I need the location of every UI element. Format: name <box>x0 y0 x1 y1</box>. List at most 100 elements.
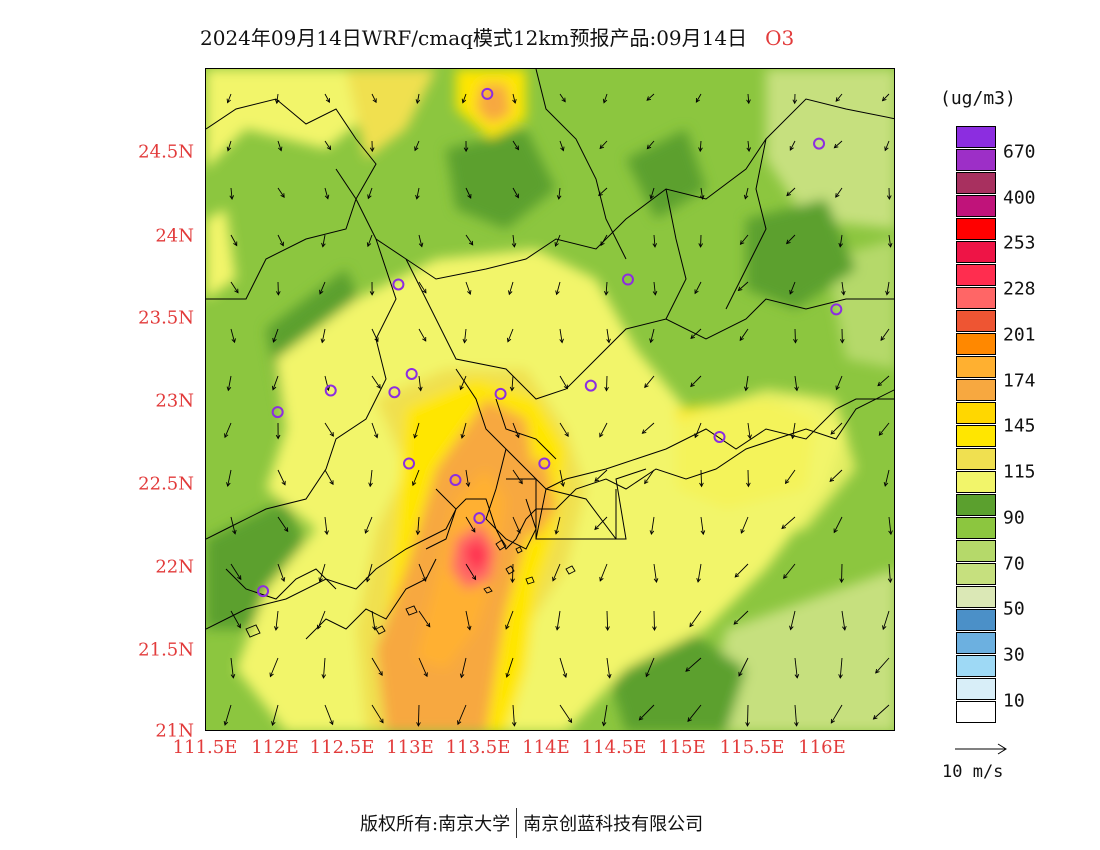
station-marker <box>494 387 507 400</box>
station-marker <box>481 87 494 100</box>
wind-arrow <box>733 610 749 625</box>
wind-arrow-head <box>320 338 326 344</box>
wind-arrow-head <box>694 289 699 295</box>
legend-tick: 400 <box>1003 187 1036 209</box>
wind-arrow <box>461 422 467 439</box>
wind-arrow-head <box>231 338 236 344</box>
wind-arrow <box>230 281 239 294</box>
wind-arrow-head <box>277 146 283 152</box>
wind-arrow <box>689 610 702 627</box>
lat-tick: 22.5N <box>138 473 194 495</box>
lat-tick: 22N <box>155 556 194 578</box>
wind-arrow-head <box>649 530 655 536</box>
wind-arrow <box>642 422 655 434</box>
wind-arrow <box>465 234 474 246</box>
wind-arrow <box>785 469 796 484</box>
wind-arrow-head <box>316 624 322 630</box>
wind-arrow <box>321 328 326 343</box>
wind-arrow-head <box>653 578 659 583</box>
wind-arrow-head <box>602 98 608 104</box>
wind-arrow-head <box>514 145 519 151</box>
wind-arrow <box>644 469 655 484</box>
wind-arrow-head <box>829 477 835 482</box>
wind-arrow-head <box>649 194 654 200</box>
wind-arrow <box>653 563 657 583</box>
wind-arrow-head <box>699 195 705 200</box>
wind-arrow-head <box>695 98 701 103</box>
wind-arrow <box>317 610 326 629</box>
wind-arrow-head <box>467 290 472 295</box>
wind-arrow-head <box>512 99 517 104</box>
station-marker <box>449 474 462 487</box>
wind-arrow-head <box>508 290 513 296</box>
wind-arrow <box>465 281 471 295</box>
wind-arrow-head <box>426 622 431 628</box>
wind-arrow-head <box>594 525 599 531</box>
wind-arrow <box>603 93 608 103</box>
wind-arrow <box>690 328 702 339</box>
wind-arrow <box>794 657 798 678</box>
legend-color-cell <box>956 310 996 332</box>
lat-tick: 21N <box>155 720 194 742</box>
wind-arrow <box>371 422 378 438</box>
wind-arrow <box>319 563 326 582</box>
wind-arrow-head <box>644 479 649 485</box>
legend-color-cell <box>956 241 996 263</box>
wind-arrow <box>507 328 514 342</box>
wind-arrow-head <box>379 718 384 724</box>
wind-arrow <box>739 328 749 341</box>
wind-arrow-head <box>415 530 421 536</box>
wind-arrow <box>465 563 476 580</box>
legend-color-cell <box>956 402 996 424</box>
wind-arrow-head <box>422 336 427 342</box>
wind-arrow <box>606 610 609 631</box>
wind-arrow <box>653 234 656 247</box>
wind-arrow <box>277 469 286 486</box>
legend-color-cell <box>956 540 996 562</box>
wind-arrow <box>230 234 238 246</box>
wind-arrow <box>230 328 236 343</box>
wind-arrow-head <box>318 577 323 583</box>
wind-arrow <box>364 516 373 534</box>
wind-arrow <box>418 234 423 247</box>
lon-tick: 112E <box>251 737 299 758</box>
wind-arrow-head <box>745 722 750 727</box>
lon-tick: 114E <box>522 737 570 758</box>
legend-color-cell <box>956 126 996 148</box>
wind-arrow-head <box>606 338 611 344</box>
wind-arrow-head <box>365 577 371 583</box>
wind-arrow <box>418 281 427 294</box>
legend-color-cell <box>956 379 996 401</box>
wind-arrow-head <box>236 623 241 629</box>
wind-arrow-head <box>644 383 649 389</box>
wind-arrow <box>371 328 379 342</box>
wind-arrow <box>227 375 232 391</box>
wind-arrow-head <box>555 290 560 296</box>
wind-arrow <box>511 375 514 391</box>
wind-arrow <box>599 563 608 582</box>
wind-arrow-head <box>737 286 743 292</box>
wind-arrow-head <box>560 482 565 487</box>
wind-arrow-head <box>471 527 476 533</box>
wind-arrow-head <box>734 573 740 578</box>
wind-arrow <box>418 657 428 677</box>
wind-arrow <box>599 140 608 149</box>
legend-tick: 145 <box>1003 415 1036 437</box>
wind-arrow-head <box>652 626 657 632</box>
wind-arrow <box>830 422 843 435</box>
wind-arrow-head <box>271 721 276 727</box>
wind-arrow <box>882 610 890 630</box>
wind-arrow <box>646 93 655 101</box>
wind-arrow <box>512 234 515 247</box>
wind-arrow <box>276 93 279 104</box>
copyright-company: 南京创蓝科技有限公司 <box>523 814 704 835</box>
wind-arrow-head <box>747 434 752 440</box>
wind-arrow <box>512 422 520 438</box>
wind-arrow-head <box>275 434 281 440</box>
wind-arrow <box>734 563 749 578</box>
wind-arrow <box>639 704 655 721</box>
legend-color-cell <box>956 563 996 585</box>
wind-arrow-head <box>835 193 840 198</box>
wind-arrow-head <box>877 381 883 387</box>
wind-arrow-head <box>698 147 703 153</box>
